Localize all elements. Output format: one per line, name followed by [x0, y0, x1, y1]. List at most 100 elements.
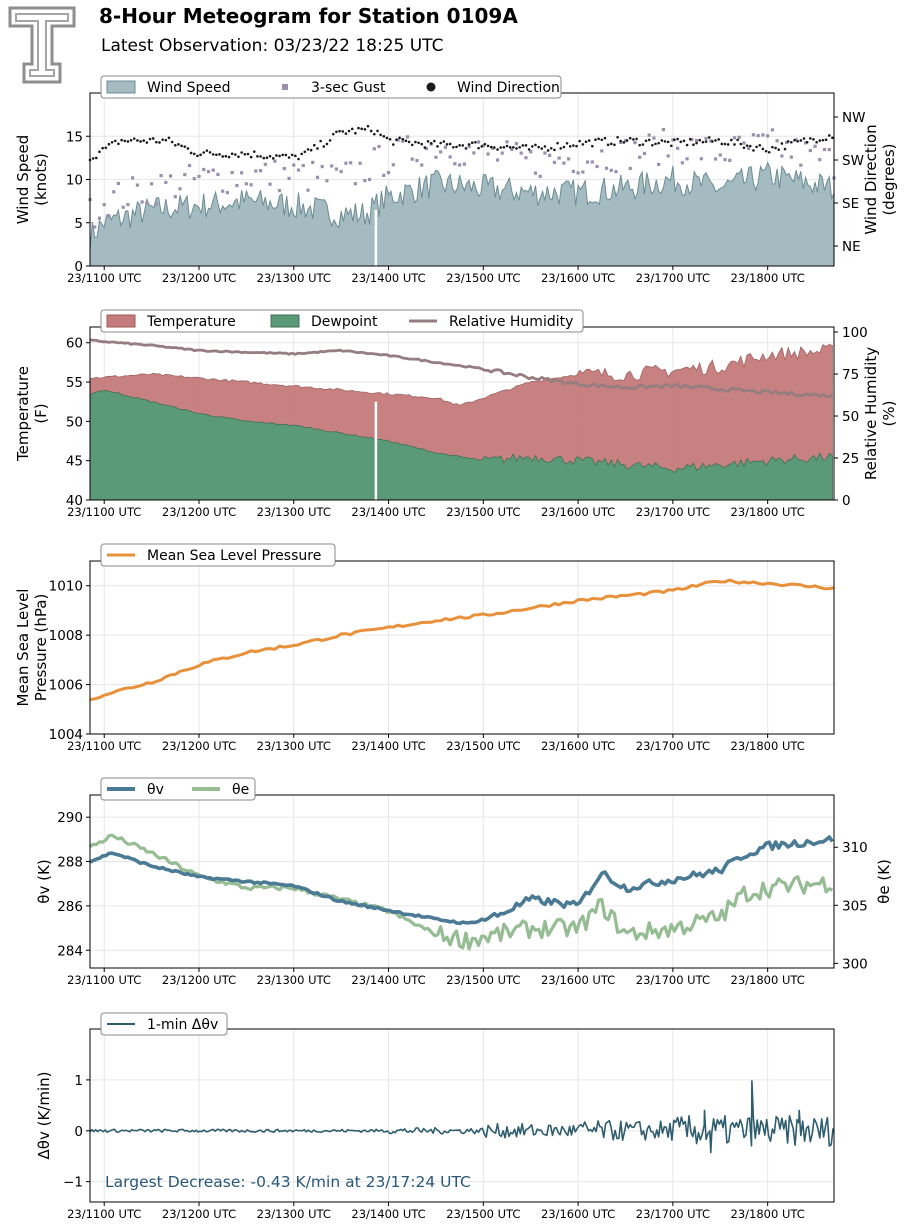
direction-marker: [410, 143, 414, 147]
gust-marker: [363, 179, 367, 183]
legend-label: Relative Humidity: [449, 314, 573, 330]
plot-area-3: [90, 561, 834, 734]
gust-marker: [785, 140, 789, 145]
time-tick-label: 23/1400 UTC: [351, 973, 425, 987]
plot-area-5: [90, 1029, 834, 1202]
direction-marker: [695, 141, 698, 145]
gust-marker: [458, 163, 462, 167]
gust-marker: [211, 168, 215, 172]
gust-marker: [258, 169, 263, 173]
time-tick-label: 23/1800 UTC: [731, 505, 805, 519]
direction-marker: [502, 146, 506, 149]
gust-marker: [718, 153, 722, 157]
direction-marker: [761, 147, 765, 151]
gust-marker: [533, 171, 538, 175]
legend-entry: Temperature: [106, 314, 236, 330]
y-tick-label: 286: [57, 899, 83, 915]
time-tick-label: 23/1800 UTC: [731, 973, 805, 987]
direction-marker: [628, 136, 632, 140]
gust-marker: [614, 170, 618, 174]
page-title: 8-Hour Meteogram for Station 0109A: [99, 4, 518, 28]
gust-marker: [150, 182, 154, 186]
plot-frame-4: [89, 794, 835, 969]
time-tick-label: 23/1300 UTC: [257, 271, 331, 285]
direction-marker: [464, 147, 468, 150]
time-tick-label: 23/1700 UTC: [636, 739, 710, 753]
time-tick-label: 23/1100 UTC: [67, 271, 141, 285]
direction-marker: [483, 142, 487, 146]
direction-marker: [91, 157, 95, 160]
legend-entry: Relative Humidity: [409, 314, 573, 330]
direction-marker: [287, 156, 291, 159]
gust-marker: [197, 174, 201, 179]
gust-marker: [277, 189, 282, 193]
direction-marker: [246, 152, 250, 156]
direction-marker: [170, 140, 174, 144]
direction-marker: [641, 143, 645, 146]
direction-marker: [319, 139, 322, 143]
gust-marker: [766, 134, 770, 138]
gust-marker: [311, 160, 315, 164]
direction-marker: [139, 140, 142, 143]
time-tick-label: 23/1500 UTC: [446, 1207, 520, 1221]
gust-marker: [268, 182, 272, 186]
direction-marker: [151, 137, 155, 140]
relative-humidity-line: [89, 338, 834, 399]
y-axis-label: θv (K): [35, 859, 53, 903]
direction-marker: [802, 137, 806, 140]
direction-marker: [606, 143, 610, 147]
y2-tick-label: 300: [842, 956, 868, 972]
y2-axis-label-line: Relative Humidity: [862, 347, 880, 480]
direction-marker: [211, 153, 215, 156]
y-axis-label: Temperature (F): [14, 366, 50, 462]
time-tick-label: 23/1200 UTC: [162, 973, 236, 987]
direction-marker: [95, 156, 98, 160]
direction-marker: [489, 145, 493, 149]
y2-tick-label: 310: [842, 840, 868, 856]
y-axis-label-line: Pressure (hPa): [32, 594, 50, 702]
direction-marker: [704, 140, 708, 143]
direction-marker: [180, 144, 183, 148]
y-tick-label: 1004: [49, 727, 83, 743]
direction-marker: [309, 148, 313, 152]
gust-marker: [747, 146, 751, 151]
time-tick-label: 23/1500 UTC: [446, 739, 520, 753]
direction-marker: [651, 143, 654, 147]
direction-marker: [158, 141, 161, 144]
direction-marker: [603, 136, 607, 140]
direction-marker: [240, 151, 243, 154]
direction-marker: [145, 141, 149, 144]
gust-marker: [699, 157, 703, 161]
direction-marker: [407, 140, 411, 144]
direction-marker: [591, 144, 594, 148]
direction-marker: [445, 143, 449, 146]
direction-marker: [297, 157, 300, 161]
direction-marker: [632, 138, 635, 141]
direction-marker: [328, 139, 332, 142]
time-tick-label: 23/1400 UTC: [351, 271, 425, 285]
legend-entry: θe: [192, 782, 249, 798]
direction-marker: [366, 124, 370, 128]
gust-marker: [339, 170, 343, 174]
y-axis-label: Wind Speed (knots): [14, 135, 50, 225]
legend-label: Dewpoint: [311, 314, 378, 330]
gust-marker: [296, 168, 301, 172]
time-tick-label: 23/1800 UTC: [731, 271, 805, 285]
direction-marker: [148, 137, 152, 141]
legend-label: θv: [147, 782, 164, 798]
direction-marker: [208, 151, 212, 154]
gust-marker: [344, 161, 348, 165]
y2-tick-label: SW: [842, 153, 864, 169]
direction-marker: [676, 137, 679, 141]
direction-marker: [98, 150, 101, 154]
gust-marker: [756, 133, 760, 138]
gust-marker: [590, 160, 594, 164]
direction-marker: [448, 142, 452, 146]
direction-marker: [701, 140, 705, 144]
gust-marker: [164, 180, 168, 184]
legend-label: Wind Speed: [147, 80, 231, 96]
y2-axis-label-line: θe (K): [875, 859, 893, 904]
direction-marker: [707, 136, 711, 139]
direction-marker: [657, 141, 660, 145]
direction-marker: [562, 145, 566, 149]
